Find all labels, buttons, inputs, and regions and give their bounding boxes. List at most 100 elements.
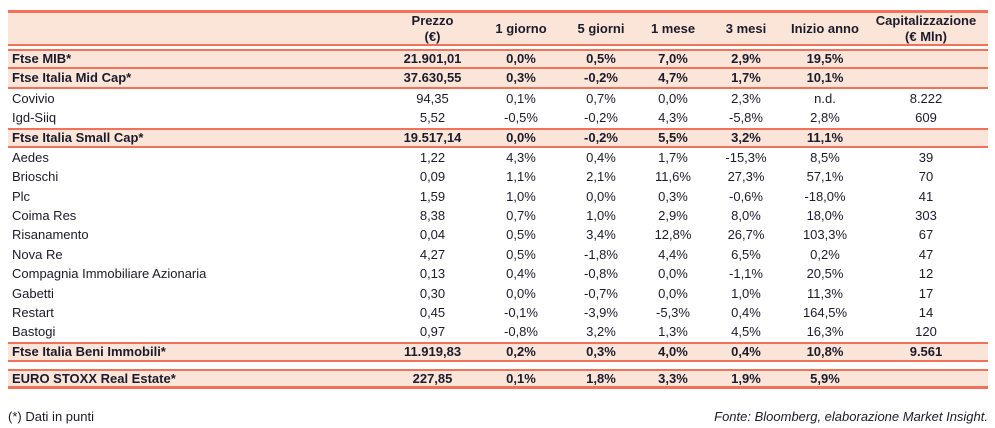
row-value: 18,0% — [806, 208, 844, 224]
row-name: Plc — [12, 188, 31, 204]
row-name: Coima Res — [12, 208, 77, 224]
row-value: 0,7% — [506, 208, 536, 224]
row-value: 27,3% — [727, 169, 765, 185]
stock-row: Restart 0,45 -0,1% -3,9% -5,3% 0,4% 164,5% 14 — [8, 303, 988, 323]
row-value: 19.517,14 — [403, 130, 462, 146]
row-value: 17 — [918, 285, 934, 301]
row-value: 0,0% — [658, 266, 688, 282]
row-value: 0,13 — [419, 266, 446, 282]
row-value: 11.919,83 — [403, 344, 462, 360]
row-name: Ftse Italia Small Cap* — [12, 130, 144, 146]
row-value: 26,7% — [727, 227, 765, 243]
row-value: -0,8% — [504, 324, 538, 340]
row-value: 103,3% — [802, 227, 848, 243]
row-value: 0,5% — [506, 227, 536, 243]
row-value: 47 — [918, 246, 934, 262]
row-name: Restart — [12, 304, 54, 320]
row-name: Aedes — [12, 149, 49, 165]
row-value: 20,5% — [806, 266, 844, 282]
table-body: Ftse MIB* 21.901,01 0,0% 0,5% 7,0% 2,9% 19,5% F… — [8, 49, 988, 389]
row-value: 5,52 — [419, 110, 446, 126]
row-value: 8,5% — [810, 149, 840, 165]
row-value: 16,3% — [806, 324, 844, 340]
row-value: 303 — [915, 208, 937, 224]
row-value: 19,5% — [806, 51, 844, 67]
row-value: -15,3% — [725, 149, 767, 165]
row-value: -0,2% — [584, 130, 618, 146]
row-value: 0,0% — [586, 188, 616, 204]
index-row: Ftse Italia Small Cap* 19.517,14 0,0% -0,2%… — [8, 127, 988, 148]
row-value: -3,9% — [584, 304, 618, 320]
row-name: Ftse Italia Beni Immobili* — [12, 344, 166, 360]
row-value: 0,7% — [586, 91, 616, 107]
row-name: Nova Re — [12, 246, 63, 262]
column-header: Prezzo (€) — [411, 13, 454, 44]
row-value: 3,3% — [658, 370, 688, 386]
row-value: -0,2% — [584, 110, 618, 126]
column-header: Inizio anno — [791, 20, 859, 36]
row-name: Ftse MIB* — [12, 51, 72, 67]
row-value: 0,04 — [419, 227, 446, 243]
row-value: 1,0% — [586, 208, 616, 224]
row-name: EURO STOXX Real Estate* — [12, 370, 176, 386]
row-value: 1,0% — [506, 188, 536, 204]
row-value: 1,7% — [731, 70, 761, 86]
row-value: 2,3% — [731, 91, 761, 107]
row-value: 0,45 — [419, 304, 446, 320]
row-value: 11,1% — [806, 130, 844, 146]
row-value: -18,0% — [804, 188, 846, 204]
stock-row: Nova Re 4,27 0,5% -1,8% 4,4% 6,5% 0,2% 47 — [8, 244, 988, 265]
row-value: 1,9% — [731, 370, 761, 386]
row-value: 0,0% — [658, 285, 688, 301]
row-value: 227,85 — [412, 370, 453, 386]
row-value: 5,5% — [658, 130, 688, 146]
row-value: 21.901,01 — [403, 51, 462, 67]
row-value: -0,2% — [584, 70, 618, 86]
row-value: 1,7% — [658, 149, 688, 165]
row-value: 0,3% — [506, 70, 536, 86]
row-value: -5,3% — [656, 304, 690, 320]
row-value: 1,1% — [506, 169, 536, 185]
row-value: 0,4% — [731, 344, 761, 360]
row-value: 2,8% — [810, 110, 840, 126]
row-value: 14 — [918, 304, 934, 320]
row-value: 0,09 — [419, 169, 446, 185]
row-value: 2,9% — [731, 51, 761, 67]
row-value: 0,4% — [731, 304, 761, 320]
stock-row: Brioschi 0,09 1,1% 2,1% 11,6% 27,3% 57,1% 70 — [8, 167, 988, 187]
row-value: 57,1% — [806, 169, 844, 185]
row-value: 4,3% — [658, 110, 688, 126]
row-name: Covivio — [12, 91, 55, 107]
row-value: 8,0% — [731, 208, 761, 224]
row-value: -0,5% — [504, 110, 538, 126]
row-value: 4,5% — [731, 324, 761, 340]
row-value: 5,9% — [810, 370, 840, 386]
row-name: Ftse Italia Mid Cap* — [12, 70, 132, 86]
row-value: 11,3% — [807, 285, 843, 301]
row-name: Risanamento — [12, 227, 89, 243]
row-value: 94,35 — [416, 91, 449, 107]
row-value: 1,3% — [658, 324, 688, 340]
row-value: 9.561 — [909, 344, 943, 360]
row-value: 1,59 — [419, 188, 446, 204]
stock-row: Igd-Siiq 5,52 -0,5% -0,2% 4,3% -5,8% 2,8% 609 — [8, 108, 988, 128]
footnote-dati-in-punti: (*) Dati in punti — [8, 409, 94, 424]
row-value: 41 — [918, 188, 934, 204]
row-value: n.d. — [814, 91, 836, 107]
index-row: Ftse MIB* 21.901,01 0,0% 0,5% 7,0% 2,9% 19,5% — [8, 49, 988, 70]
index-row: Ftse Italia Beni Immobili* 11.919,83 0,2% 0… — [8, 341, 988, 362]
row-name: Gabetti — [12, 285, 54, 301]
stock-row: Covivio 94,35 0,1% 0,7% 0,0% 2,3% n.d. 8.222 — [8, 89, 988, 109]
row-value: 7,0% — [658, 51, 688, 67]
row-value: 0,2% — [506, 344, 536, 360]
row-value: 4,27 — [419, 246, 446, 262]
column-header: 1 giorno — [495, 20, 547, 36]
row-value: 1,22 — [419, 149, 446, 165]
table-header-row: Prezzo (€) 1 giorno 5 giorni 1 mese 3 mesi In… — [8, 10, 988, 47]
row-value: 39 — [918, 149, 934, 165]
row-value: 4,0% — [658, 344, 688, 360]
row-value: 0,0% — [506, 130, 536, 146]
stock-row: Aedes 1,22 4,3% 0,4% 1,7% -15,3% 8,5% 39 — [8, 147, 988, 168]
row-name: Bastogi — [12, 324, 56, 340]
stock-row: Risanamento 0,04 0,5% 3,4% 12,8% 26,7% 103,3% 6… — [8, 225, 988, 245]
